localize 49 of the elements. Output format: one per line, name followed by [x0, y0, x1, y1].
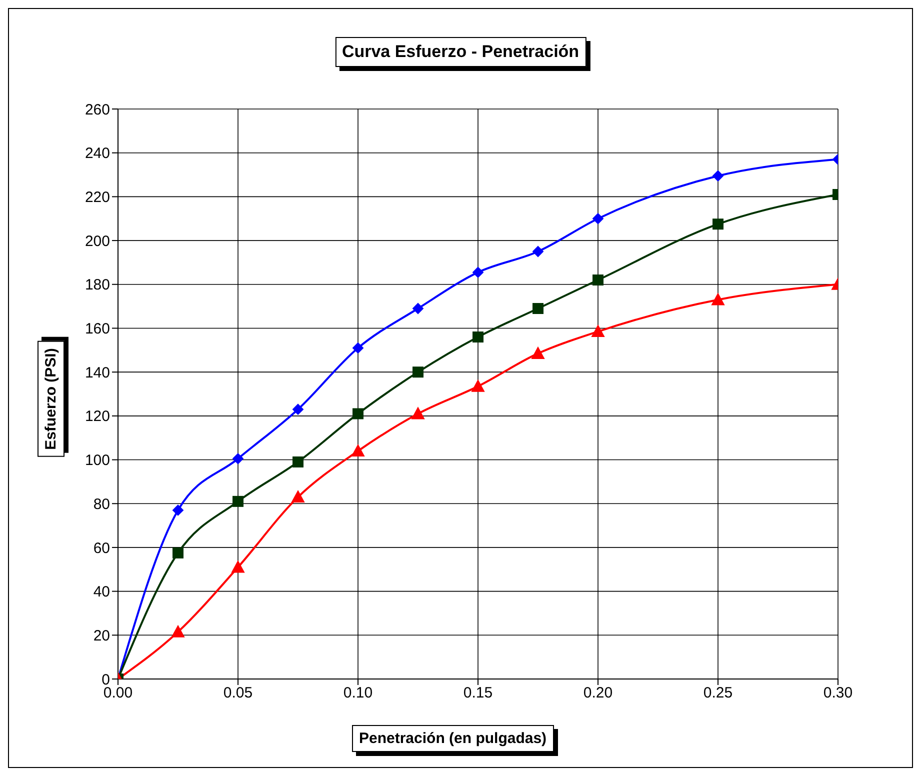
point [532, 303, 544, 314]
point [712, 170, 724, 182]
point [232, 496, 244, 507]
point [232, 560, 244, 573]
y-tick-label: 40 [93, 584, 110, 601]
y-tick-label: 20 [93, 627, 110, 644]
point [172, 625, 184, 638]
y-tick-label: 180 [84, 276, 110, 294]
y-axis-title: Esfuerzo (PSI) [38, 341, 64, 457]
y-tick-label: 100 [84, 452, 110, 470]
point [592, 325, 604, 338]
point [292, 490, 304, 503]
point [352, 408, 364, 420]
x-tick-label: 0.30 [823, 684, 853, 702]
y-tick-label: 80 [93, 496, 110, 513]
point [172, 504, 184, 516]
y-tick-label: 60 [93, 540, 110, 557]
x-tick-label: 0.20 [583, 684, 613, 702]
point [592, 213, 604, 224]
y-tick-label: 260 [84, 101, 110, 118]
y-tick-label: 140 [84, 364, 110, 382]
x-tick-label: 0.05 [223, 684, 253, 702]
point [592, 274, 604, 286]
x-axis-title: Penetración (en pulgadas) [352, 725, 554, 752]
y-tick-label: 240 [84, 145, 110, 162]
point [472, 266, 484, 278]
point [412, 366, 424, 378]
chart-title: Curva Esfuerzo - Penetración [334, 37, 586, 67]
point [472, 380, 484, 392]
y-tick-label: 160 [84, 320, 110, 338]
x-tick-label: 0.15 [463, 684, 493, 702]
point [412, 407, 424, 420]
point [292, 404, 304, 415]
x-tick-label: 0.25 [703, 684, 733, 702]
y-tick-label: 220 [84, 189, 110, 206]
point [232, 453, 244, 464]
point [472, 332, 484, 342]
point [532, 246, 544, 257]
point [712, 218, 724, 230]
point [352, 444, 364, 456]
x-tick-label: 0.10 [343, 684, 373, 702]
point [292, 456, 304, 468]
point [352, 342, 364, 354]
point [412, 303, 424, 314]
point [532, 346, 544, 359]
y-tick-label: 120 [84, 408, 110, 426]
y-tick-label: 200 [84, 232, 110, 250]
point [712, 293, 724, 306]
point [172, 547, 184, 558]
